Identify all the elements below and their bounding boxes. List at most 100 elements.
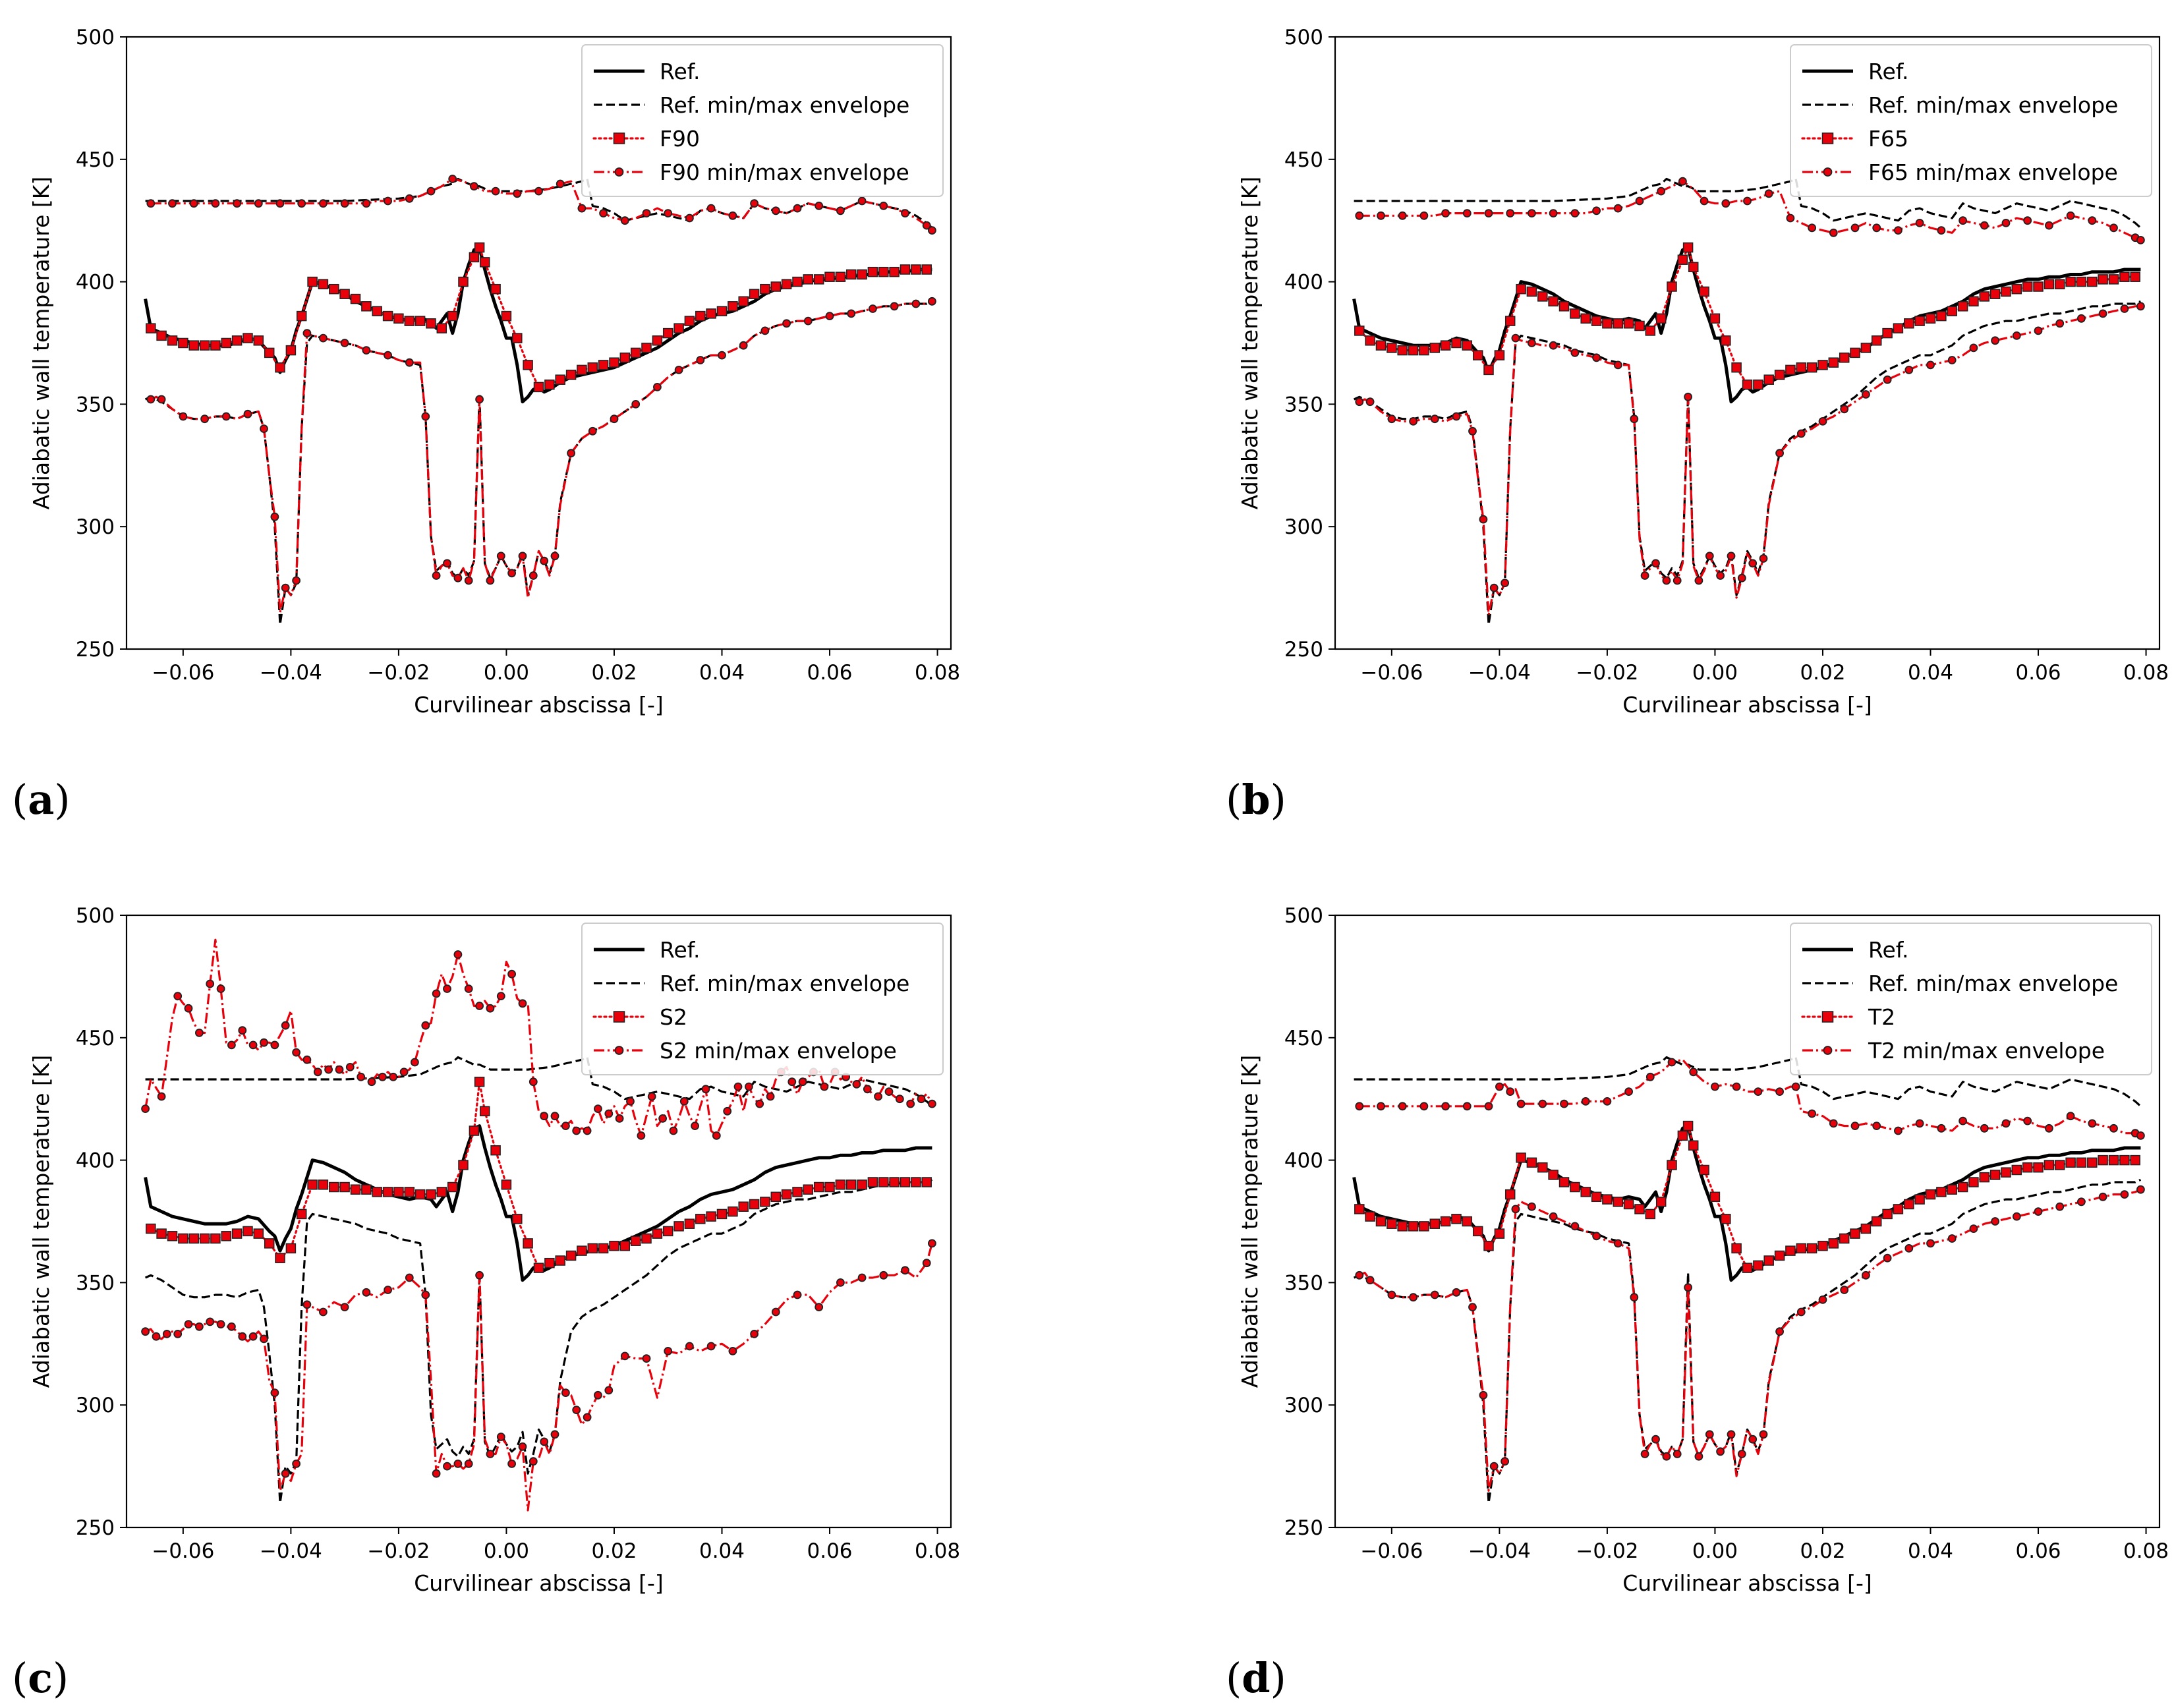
marker-circle xyxy=(2120,304,2129,313)
marker-square xyxy=(1742,379,1753,390)
marker-square xyxy=(1516,283,1526,295)
marker-square xyxy=(878,266,889,277)
marker-square xyxy=(1721,1214,1731,1224)
marker-circle xyxy=(901,209,909,218)
y-tick-label: 450 xyxy=(76,1027,115,1050)
marker-circle xyxy=(464,984,473,993)
marker-square xyxy=(1375,340,1387,351)
marker-circle xyxy=(1549,341,1558,350)
marker-circle xyxy=(1840,1286,1849,1294)
marker-square xyxy=(243,333,253,343)
marker-circle xyxy=(340,1303,349,1311)
marker-square xyxy=(1850,1228,1860,1239)
marker-circle xyxy=(674,366,683,374)
marker-circle xyxy=(340,339,349,347)
marker-circle xyxy=(2088,1119,2097,1128)
marker-circle xyxy=(157,395,166,404)
marker-circle xyxy=(604,1109,614,1118)
marker-circle xyxy=(475,395,484,404)
marker-square xyxy=(1494,1228,1505,1239)
marker-circle xyxy=(1743,196,1752,206)
marker-circle xyxy=(405,194,414,203)
y-tick-label: 350 xyxy=(76,393,115,416)
legend-label: T2 min/max envelope xyxy=(1868,1038,2105,1064)
marker-square xyxy=(447,310,458,322)
marker-circle xyxy=(2023,216,2032,225)
marker-square xyxy=(813,274,824,285)
marker-circle xyxy=(2023,1116,2032,1125)
marker-circle xyxy=(1684,1283,1693,1292)
x-tick-label: −0.02 xyxy=(367,661,430,685)
marker-circle xyxy=(534,186,543,196)
series-line-f90-min-max-envelope-0 xyxy=(150,177,933,231)
marker-square xyxy=(1451,337,1462,349)
marker-circle xyxy=(685,1342,694,1351)
marker-circle xyxy=(313,1068,322,1077)
marker-circle xyxy=(184,1004,193,1013)
marker-square xyxy=(760,283,770,295)
marker-circle xyxy=(1398,211,1407,220)
marker-circle xyxy=(1861,390,1870,399)
marker-square xyxy=(1408,1221,1419,1232)
marker-circle xyxy=(1710,1082,1719,1091)
marker-circle xyxy=(594,1390,602,1400)
marker-circle xyxy=(292,1048,301,1057)
marker-circle xyxy=(1796,429,1806,438)
marker-circle xyxy=(405,1273,414,1282)
x-tick-label: 0.08 xyxy=(2123,661,2169,685)
marker-circle xyxy=(1969,1224,1978,1233)
marker-square xyxy=(318,279,329,290)
marker-square xyxy=(393,313,404,324)
marker-circle xyxy=(1630,414,1639,424)
marker-square xyxy=(577,1245,587,1256)
marker-square xyxy=(479,257,490,268)
marker-square xyxy=(1613,318,1624,329)
marker-square xyxy=(221,337,232,349)
marker-square xyxy=(857,269,867,280)
marker-circle xyxy=(1527,209,1536,218)
legend-box xyxy=(1790,44,2152,197)
x-axis-label: Curvilinear abscissa [-] xyxy=(414,1570,664,1596)
y-tick-label: 500 xyxy=(1284,26,1323,49)
marker-square xyxy=(1504,316,1516,326)
marker-square xyxy=(1914,1194,1925,1205)
marker-circle xyxy=(679,1097,689,1106)
marker-square xyxy=(641,1233,652,1244)
marker-square xyxy=(1796,362,1807,373)
marker-circle xyxy=(529,1457,538,1466)
marker-circle xyxy=(664,1346,673,1355)
marker-square xyxy=(749,289,760,299)
marker-circle xyxy=(486,576,495,585)
marker-circle xyxy=(292,1459,301,1468)
marker-square xyxy=(630,347,641,358)
marker-circle xyxy=(1489,583,1499,592)
marker-square xyxy=(415,316,426,326)
marker-circle xyxy=(1538,1099,1547,1108)
marker-square xyxy=(1914,316,1925,326)
marker-circle xyxy=(335,1065,344,1074)
marker-circle xyxy=(2012,1212,2021,1221)
marker-square xyxy=(2076,1157,2087,1168)
marker-circle xyxy=(260,1038,268,1047)
marker-square xyxy=(178,1233,188,1244)
legend: Ref. Ref. min/max envelope F90 F90 min/max … xyxy=(581,44,944,197)
marker-square xyxy=(350,293,361,304)
marker-square xyxy=(2054,1160,2065,1170)
marker-circle xyxy=(604,1386,614,1395)
marker-circle xyxy=(443,984,451,993)
marker-circle xyxy=(475,1270,484,1280)
marker-circle xyxy=(706,1342,716,1351)
marker-circle xyxy=(884,1087,894,1096)
marker-circle xyxy=(572,1126,581,1135)
marker-circle xyxy=(712,1131,721,1140)
marker-circle xyxy=(2136,302,2145,311)
x-tick-label: 0.08 xyxy=(2123,1539,2169,1563)
marker-square xyxy=(1472,1226,1483,1237)
marker-square xyxy=(1753,1260,1763,1271)
marker-circle xyxy=(384,351,392,360)
marker-square xyxy=(210,340,221,351)
marker-square xyxy=(469,1125,480,1136)
panel-label: (b) xyxy=(1226,776,1286,824)
marker-circle xyxy=(1511,333,1520,343)
marker-square xyxy=(1397,345,1408,356)
